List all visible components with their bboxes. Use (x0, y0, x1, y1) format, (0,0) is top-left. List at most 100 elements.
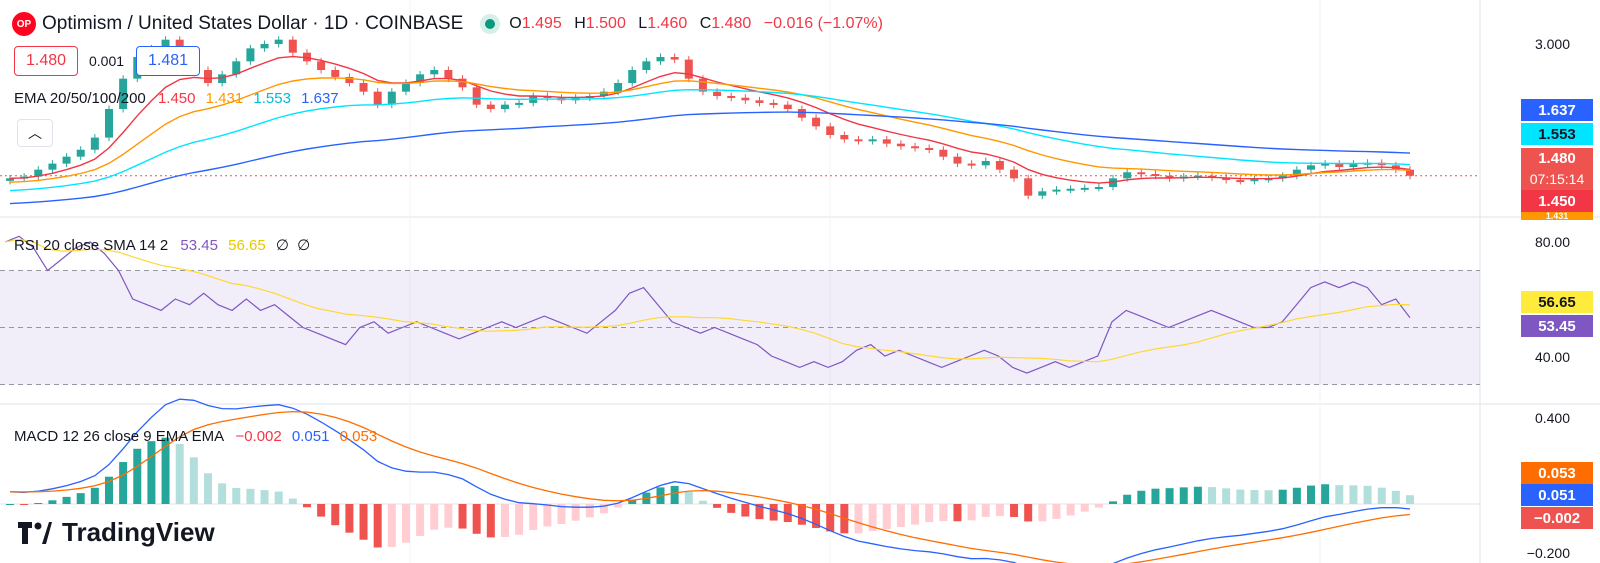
candle-body (1264, 178, 1273, 181)
macd-hist-bar (76, 493, 85, 504)
candle-body (939, 149, 948, 157)
macd-hist-bar (1363, 485, 1372, 504)
ema20-line (9, 55, 1411, 184)
macd-hist-bar (1377, 487, 1386, 504)
macd-hist-bar (1250, 490, 1259, 504)
candle-body (331, 70, 340, 77)
macd-hist-bar (232, 487, 241, 504)
macd-hist-bar (543, 504, 552, 527)
market-status-icon (485, 19, 496, 29)
macd-hist-bar (20, 504, 29, 505)
candle-body (218, 74, 227, 83)
tradingview-brand[interactable]: TradingView (18, 517, 215, 548)
macd-hist-bar (1052, 504, 1061, 519)
rsi-label: RSI 20 close SMA 14 2 (14, 237, 169, 254)
ema200-tag: 1.637 (1521, 99, 1593, 121)
buy-button[interactable]: 1.481 (136, 46, 200, 76)
rsi-empty-1: ∅ (275, 237, 289, 254)
candle-body (317, 61, 326, 70)
candle-body (444, 70, 453, 79)
candle-body (812, 117, 821, 127)
candle-body (458, 78, 467, 88)
symbol-header: OP Optimism / United States Dollar · 1D … (12, 12, 891, 36)
macd-line (9, 398, 1411, 563)
candle-body (882, 139, 891, 144)
macd-hist-bar (868, 504, 877, 531)
macd-hist-bar (34, 502, 43, 504)
ema200-value: 1.637 (301, 90, 339, 107)
macd-hist-bar (133, 448, 142, 504)
ema50-value: 1.431 (205, 90, 244, 107)
candle-body (755, 100, 764, 103)
candle-body (1137, 172, 1146, 175)
macd-hist-bar (147, 441, 156, 504)
candle-body (670, 57, 679, 60)
candle-body (34, 169, 43, 177)
macd-hist-bar (1292, 487, 1301, 504)
macd-legend[interactable]: MACD 12 26 close 9 EMA EMA −0.002 0.051 … (14, 428, 377, 445)
macd-hist-bar (529, 504, 538, 531)
candle-body (500, 104, 509, 109)
macd-hist-bar (472, 504, 481, 534)
macd-hist-bar (246, 488, 255, 504)
candle-body (515, 102, 524, 105)
candle-body (345, 76, 354, 83)
candle-body (1406, 169, 1414, 176)
optimism-logo-icon: OP (12, 12, 36, 36)
candle-body (656, 57, 665, 62)
collapse-legend-button[interactable]: ︿ (17, 119, 53, 147)
candle-body (232, 61, 241, 75)
candle-body (246, 48, 255, 62)
macd-hist-bar (274, 491, 283, 504)
macd-signal-value: 0.053 (339, 428, 378, 445)
candle-body (274, 39, 283, 44)
ema50-tag: 1.431 (1521, 212, 1593, 220)
rsi-axis-tick-top: 80.00 (1534, 234, 1570, 250)
candle-body (826, 126, 835, 135)
macd-hist-value: −0.002 (235, 428, 282, 445)
ema-legend[interactable]: EMA 20/50/100/200 1.450 1.431 1.553 1.63… (14, 90, 339, 107)
macd-hist-bar (896, 504, 905, 528)
candle-body (416, 74, 425, 83)
macd-hist-bar (444, 504, 453, 528)
candle-body (76, 149, 85, 157)
candle-body (698, 78, 707, 92)
candle-body (104, 109, 113, 138)
candle-body (783, 104, 792, 109)
symbol-title[interactable]: Optimism / United States Dollar · 1D · C… (42, 13, 464, 34)
macd-hist-bar (854, 504, 863, 534)
candle-body (1024, 178, 1033, 196)
macd-hist-bar (1165, 488, 1174, 504)
candle-body (1066, 188, 1075, 191)
candle-body (1307, 165, 1316, 170)
candle-body (90, 137, 99, 150)
macd-hist-bar (628, 499, 637, 504)
macd-hist-bar (599, 504, 608, 514)
rsi-legend[interactable]: RSI 20 close SMA 14 2 53.45 56.65 ∅ ∅ (14, 236, 310, 254)
rsi-value: 53.45 (180, 237, 218, 254)
macd-hist-bar (953, 504, 962, 522)
sell-button[interactable]: 1.480 (14, 46, 78, 76)
candle-body (911, 146, 920, 149)
macd-hist-bar (698, 500, 707, 504)
macd-hist-bar (1137, 490, 1146, 504)
candle-body (840, 135, 849, 140)
macd-hist-bar (430, 504, 439, 530)
macd-hist-bar (515, 504, 524, 535)
candle-body (48, 163, 57, 170)
candle-body (62, 156, 71, 164)
macd-hist-bar (1391, 490, 1400, 504)
macd-hist-bar (1307, 485, 1316, 504)
candle-body (1151, 174, 1160, 176)
macd-hist-bar (1080, 504, 1089, 512)
candle-body (727, 96, 736, 98)
candle-body (599, 91, 608, 96)
chevron-up-icon: ︿ (28, 125, 42, 141)
candle-body (925, 148, 934, 150)
ema-lines (9, 55, 1411, 205)
macd-hist-bar (1264, 490, 1273, 504)
candle-body (854, 139, 863, 142)
macd-hist-bar (727, 504, 736, 513)
candle-body (6, 178, 14, 181)
